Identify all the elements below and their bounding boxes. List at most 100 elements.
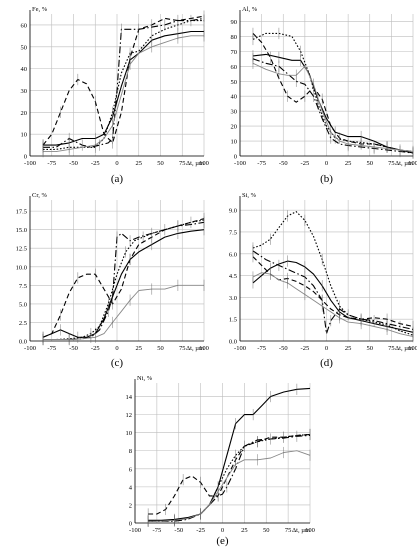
panel-label: (a) [111,173,124,185]
x-tick-label: 0 [325,160,328,167]
x-tick-label: -50 [69,160,78,167]
y-tick-label: 90 [231,19,238,26]
x-tick-label: -50 [69,345,78,352]
panel-label: (c) [111,357,124,369]
x-tick-label: 50 [263,527,270,534]
x-tick-label: 50 [157,160,164,167]
series-line-4 [43,221,205,341]
x-tick-label: 25 [241,527,248,534]
x-tick-label: 0 [115,345,118,352]
y-tick-label: 17.5 [16,209,27,216]
y-tick-label: 1.5 [229,317,237,324]
y-tick-label: 3.0 [229,295,237,302]
series-line-5 [252,62,414,152]
series-line-4 [252,58,414,154]
panel-label: (b) [320,173,333,185]
series-line-2 [252,32,414,154]
y-tick-label: 12 [126,412,133,419]
x-tick-label: 75 [388,160,395,167]
x-axis-label: Δt, µm [395,160,413,167]
y-tick-label: 50 [231,79,238,86]
x-tick-label: -50 [279,345,288,352]
x-tick-label: 0 [325,345,328,352]
y-tick-label: 40 [231,94,238,101]
series-line-1 [252,260,414,333]
y-tick-label: 0.0 [19,339,27,346]
series-line-4 [252,250,414,335]
y-axis-label: Cr, % [32,192,47,199]
x-tick-label: -25 [301,160,310,167]
series-line-4 [43,17,205,148]
series-line-1 [252,53,414,154]
x-tick-label: 25 [345,345,352,352]
y-tick-label: 14 [126,394,133,401]
x-tick-label: -100 [24,160,36,167]
panel-d: 0.0 1.5 3.0 4.5 6.0 7.5 9.0 -100 -75 -50 -25 0 25 50 7… [229,192,417,369]
x-tick-label: -75 [153,527,162,534]
x-axis-label: Δt, µm [292,527,310,534]
series-line-5 [148,450,311,522]
x-tick-label: -75 [257,160,266,167]
series-line-5 [43,284,204,340]
x-tick-label: 75 [388,345,395,352]
series-line-4 [148,434,311,522]
y-tick-label: 50 [21,44,28,51]
x-tick-label: 0 [115,160,118,167]
y-tick-label: 8 [129,448,132,455]
y-tick-label: 80 [231,34,238,41]
y-tick-label: 7.5 [19,283,27,290]
x-axis-label: Δt, µm [395,345,413,352]
panel-b: 0 10 20 30 40 50 60 70 80 90 -100 -75 -50 -25 0 25 50 75 1… [231,6,417,185]
y-axis-label: Ni, % [137,375,153,382]
x-tick-label: 25 [345,160,352,167]
x-tick-label: 50 [367,160,374,167]
x-tick-label: -75 [47,160,56,167]
panel-a: 0 10 20 30 40 50 60 -100 -75 -50 -25 0 25 50 75 100 Fe, … [21,6,209,185]
x-tick-label: 100 [408,345,417,352]
x-tick-label: -100 [234,345,246,352]
x-tick-label: 100 [305,527,315,534]
y-tick-label: 60 [231,64,238,71]
y-axis-label: Fe, % [32,6,48,13]
x-tick-label: 25 [136,160,143,167]
y-tick-label: 4.5 [229,273,237,280]
y-tick-label: 10 [231,139,238,146]
y-tick-label: 6.0 [229,251,237,258]
y-tick-label: 15.0 [16,227,27,234]
x-tick-label: 100 [408,160,417,167]
y-tick-label: 60 [21,22,28,29]
x-tick-label: -75 [47,345,56,352]
panel-label: (e) [216,535,229,547]
y-tick-label: 10 [126,430,133,437]
y-tick-label: 9.0 [229,208,237,215]
series-line-3 [42,218,205,338]
panel-label: (d) [320,357,333,369]
series-line-3 [42,15,205,146]
x-tick-label: -25 [301,345,310,352]
y-tick-label: 2.5 [19,320,27,327]
x-tick-label: -75 [257,345,266,352]
y-tick-label: 0.0 [229,339,237,346]
x-tick-label: -25 [91,345,100,352]
y-tick-label: 0 [129,521,132,528]
x-axis-label: Δt, µm [186,160,204,167]
x-tick-label: 100 [199,160,209,167]
y-tick-label: 0 [24,154,27,161]
x-tick-label: -50 [174,527,183,534]
x-tick-label: -50 [279,160,288,167]
panel-e: 0 2 4 6 8 10 12 14 -100 -75 -50 -25 0 25 50 75 100 Ni, % Δ… [126,375,315,547]
y-tick-label: 20 [21,110,28,117]
y-tick-label: 5.0 [19,301,27,308]
series-line-2 [43,20,204,150]
x-tick-label: 0 [221,527,224,534]
series-line-3 [252,256,414,328]
x-tick-label: -100 [24,345,36,352]
series-line-1 [148,387,311,521]
y-tick-label: 2 [129,502,132,509]
x-tick-label: -25 [91,160,100,167]
y-axis-label: Al, % [242,6,258,13]
y-tick-label: 10 [21,132,28,139]
x-tick-label: -100 [234,160,246,167]
x-tick-label: -100 [129,527,141,534]
